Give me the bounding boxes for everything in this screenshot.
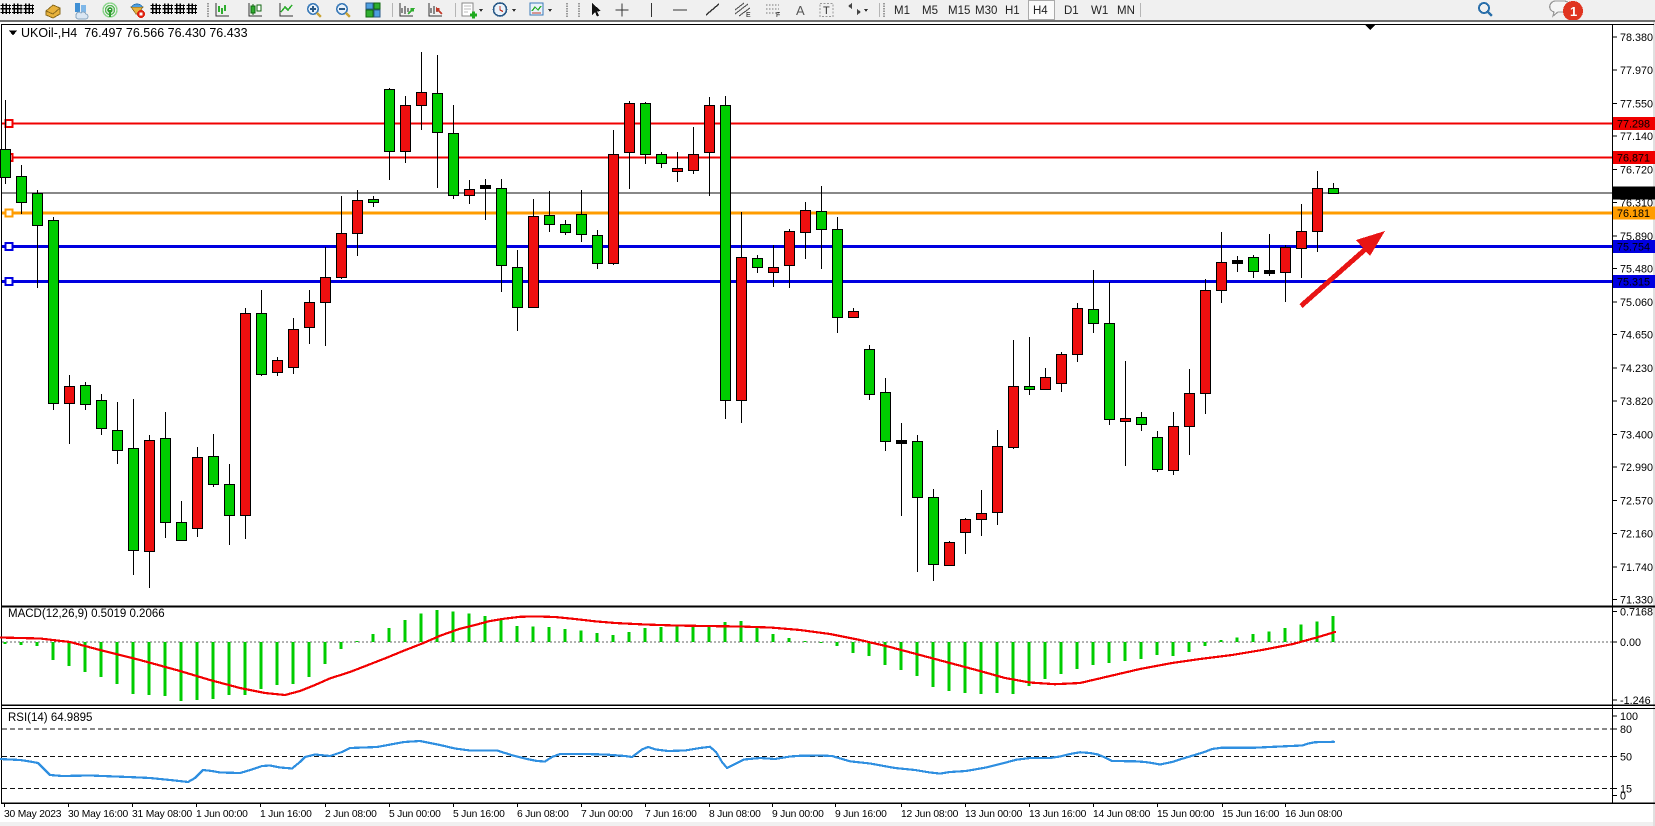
svg-text:W1: W1 <box>1091 5 1108 17</box>
svg-text:15 Jun 00:00: 15 Jun 00:00 <box>1157 809 1215 820</box>
svg-text:72.990: 72.990 <box>1620 462 1653 474</box>
svg-text:E: E <box>746 12 751 19</box>
svg-text:77.140: 77.140 <box>1620 131 1653 143</box>
svg-text:A: A <box>796 3 805 18</box>
svg-text:H1: H1 <box>1005 5 1020 17</box>
svg-text:UKOil-,H4 76.497 76.566 76.43: UKOil-,H4 76.497 76.566 76.430 76.433 <box>21 26 248 40</box>
svg-text:15 Jun 16:00: 15 Jun 16:00 <box>1222 809 1280 820</box>
svg-text:74.230: 74.230 <box>1620 363 1653 375</box>
svg-text:1: 1 <box>1570 4 1577 19</box>
svg-text:12 Jun 08:00: 12 Jun 08:00 <box>901 809 959 820</box>
svg-text:76.310: 76.310 <box>1620 197 1653 209</box>
svg-text:76.433: 76.433 <box>1617 188 1650 200</box>
svg-text:M1: M1 <box>894 5 910 17</box>
svg-text:M15: M15 <box>948 5 970 17</box>
svg-text:7 Jun 00:00: 7 Jun 00:00 <box>581 809 633 820</box>
svg-text:MACD(12,26,9) 0.5019 0.2066: MACD(12,26,9) 0.5019 0.2066 <box>8 608 165 620</box>
svg-text:RSI(14) 64.9895: RSI(14) 64.9895 <box>8 712 92 724</box>
svg-text:13 Jun 16:00: 13 Jun 16:00 <box>1029 809 1087 820</box>
svg-text:74.650: 74.650 <box>1620 330 1653 342</box>
svg-text:T: T <box>823 5 830 17</box>
svg-text:77.298: 77.298 <box>1617 119 1650 131</box>
svg-text:30 May 2023: 30 May 2023 <box>4 809 62 820</box>
svg-text:75.480: 75.480 <box>1620 264 1653 276</box>
svg-text:5 Jun 16:00: 5 Jun 16:00 <box>453 809 505 820</box>
svg-text:77.970: 77.970 <box>1620 65 1653 77</box>
svg-text:9 Jun 00:00: 9 Jun 00:00 <box>772 809 824 820</box>
svg-text:75.060: 75.060 <box>1620 297 1653 309</box>
svg-text:76.871: 76.871 <box>1617 153 1650 165</box>
svg-text:80: 80 <box>1620 724 1632 736</box>
svg-text:75.754: 75.754 <box>1617 242 1650 254</box>
svg-text:16 Jun 08:00: 16 Jun 08:00 <box>1285 809 1343 820</box>
svg-text:31 May 08:00: 31 May 08:00 <box>132 809 192 820</box>
svg-text:30 May 16:00: 30 May 16:00 <box>68 809 128 820</box>
svg-text:72.160: 72.160 <box>1620 528 1653 540</box>
svg-text:71.740: 71.740 <box>1620 562 1653 574</box>
svg-text:13 Jun 00:00: 13 Jun 00:00 <box>965 809 1023 820</box>
svg-text:1 Jun 16:00: 1 Jun 16:00 <box>260 809 312 820</box>
svg-text:6 Jun 08:00: 6 Jun 08:00 <box>517 809 569 820</box>
svg-text:75.890: 75.890 <box>1620 231 1653 243</box>
svg-text:8 Jun 08:00: 8 Jun 08:00 <box>709 809 761 820</box>
svg-text:77.550: 77.550 <box>1620 98 1653 110</box>
svg-text:76.720: 76.720 <box>1620 165 1653 177</box>
svg-text:72.570: 72.570 <box>1620 496 1653 508</box>
svg-text:71.330: 71.330 <box>1620 595 1653 607</box>
svg-text:50: 50 <box>1620 752 1632 764</box>
svg-text:0: 0 <box>1620 791 1626 803</box>
svg-text:100: 100 <box>1620 711 1638 723</box>
svg-text:F: F <box>776 12 780 19</box>
svg-text:78.380: 78.380 <box>1620 32 1653 44</box>
svg-text:0.7168: 0.7168 <box>1620 607 1653 619</box>
svg-text:14 Jun 08:00: 14 Jun 08:00 <box>1093 809 1151 820</box>
svg-text:M5: M5 <box>922 5 938 17</box>
svg-text:H4: H4 <box>1033 5 1048 17</box>
svg-text:-1.246: -1.246 <box>1620 695 1651 707</box>
svg-text:9 Jun 16:00: 9 Jun 16:00 <box>835 809 887 820</box>
svg-text:73.400: 73.400 <box>1620 429 1653 441</box>
svg-text:7 Jun 16:00: 7 Jun 16:00 <box>645 809 697 820</box>
svg-text:5 Jun 00:00: 5 Jun 00:00 <box>389 809 441 820</box>
svg-text:76.181: 76.181 <box>1617 208 1650 220</box>
svg-text:1 Jun 00:00: 1 Jun 00:00 <box>196 809 248 820</box>
svg-text:75.315: 75.315 <box>1617 277 1650 289</box>
svg-text:0.00: 0.00 <box>1620 637 1641 649</box>
svg-text:73.820: 73.820 <box>1620 396 1653 408</box>
svg-text:15: 15 <box>1620 784 1632 796</box>
svg-text:M30: M30 <box>975 5 997 17</box>
svg-text:D1: D1 <box>1064 5 1079 17</box>
svg-text:2 Jun 08:00: 2 Jun 08:00 <box>325 809 377 820</box>
svg-text:MN: MN <box>1117 5 1135 17</box>
